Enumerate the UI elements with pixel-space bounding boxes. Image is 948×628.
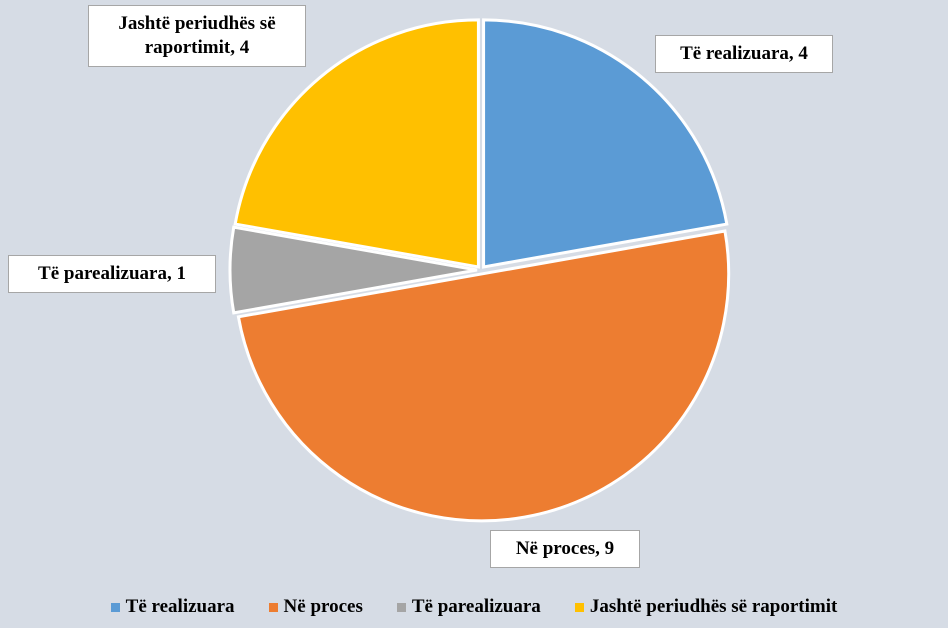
legend-item: Të parealizuara: [396, 596, 541, 618]
pie-slice: [482, 18, 729, 269]
data-label: Jashtë periudhës së raportimit, 4: [88, 5, 306, 67]
legend-label: Jashtë periudhës së raportimit: [589, 596, 838, 617]
legend-swatch: [396, 602, 406, 612]
data-label: Të realizuara, 4: [655, 35, 833, 73]
legend-swatch: [574, 602, 584, 612]
pie-slice: [236, 229, 731, 523]
legend-label: Të realizuara: [125, 596, 235, 617]
pie-slice: [228, 225, 478, 315]
legend-swatch: [110, 602, 120, 612]
legend-label: Të parealizuara: [411, 596, 541, 617]
legend-item: Në proces: [268, 596, 363, 618]
legend-label: Në proces: [283, 596, 363, 617]
legend-item: Jashtë periudhës së raportimit: [574, 596, 838, 618]
pie-slice: [233, 18, 480, 269]
legend-item: Të realizuara: [110, 596, 235, 618]
data-label: Në proces, 9: [490, 530, 640, 568]
legend: Të realizuara Në proces Të parealizuara Jas…: [0, 596, 948, 618]
data-label: Të parealizuara, 1: [8, 255, 216, 293]
legend-swatch: [268, 602, 278, 612]
